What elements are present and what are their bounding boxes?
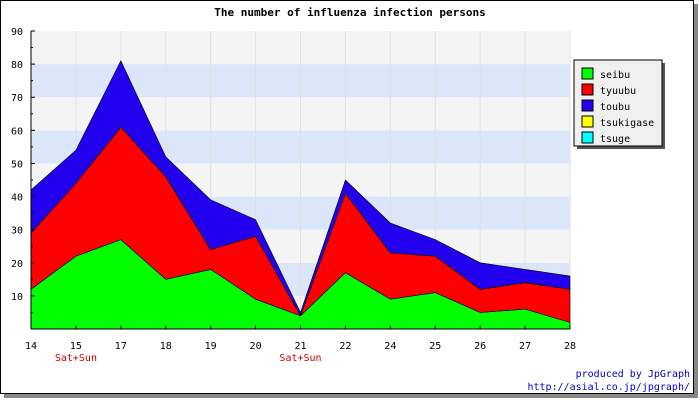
y-tick-label: 80 (11, 60, 23, 71)
legend-swatch-tyuubu (581, 83, 594, 96)
legend-swatch-tsukigase (581, 115, 594, 128)
x-tick-label: 19 (205, 341, 217, 352)
legend-swatch-toubu (581, 99, 594, 112)
y-tick-label: 60 (11, 126, 23, 137)
legend-swatch-seibu (581, 67, 594, 80)
y-tick-label: 10 (11, 292, 23, 303)
x-tick-label: 24 (384, 341, 396, 352)
x-tick-label: 17 (115, 341, 127, 352)
y-tick-label: 70 (11, 93, 23, 104)
x-tick-label: 18 (160, 341, 172, 352)
x-tick-label: 26 (474, 341, 486, 352)
credit-line-2[interactable]: http://asial.co.jp/jpgraph/ (527, 382, 690, 393)
axes: 10 20 30 40 50 60 70 80 90 14 15 17 18 19 20 21 22 24 25 26… (11, 27, 576, 364)
legend-swatch-tsuge (581, 131, 594, 144)
x-tick-label: 27 (519, 341, 531, 352)
x-tick-label: 20 (250, 341, 262, 352)
x-tick-label: 22 (339, 341, 351, 352)
x-tick-label: 28 (564, 341, 576, 352)
legend: seibu tyuubu toubu tsukigase tsuge (573, 59, 665, 149)
chart-title: The number of influenza infection person… (214, 6, 486, 19)
x-tick-label: 21 (294, 341, 306, 352)
legend-label-tsuge: tsuge (600, 134, 630, 145)
x-tick-label: 14 (25, 341, 37, 352)
series-area-toubu (30, 60, 571, 317)
x-tick-label: 15 (70, 341, 82, 352)
legend-label-seibu: seibu (600, 70, 630, 81)
y-tick-label: 30 (11, 226, 23, 237)
x-annotation: Sat+Sun (279, 353, 321, 364)
y-tick-label: 90 (11, 27, 23, 38)
y-tick-label: 40 (11, 193, 23, 204)
x-tick-label: 25 (429, 341, 441, 352)
credit-line-1: produced by JpGraph (576, 369, 690, 380)
legend-label-tyuubu: tyuubu (600, 86, 636, 97)
legend-label-tsukigase: tsukigase (600, 118, 654, 129)
y-tick-label: 20 (11, 259, 23, 270)
x-annotation: Sat+Sun (55, 353, 97, 364)
y-tick-label: 50 (11, 159, 23, 170)
legend-label-toubu: toubu (600, 102, 630, 113)
